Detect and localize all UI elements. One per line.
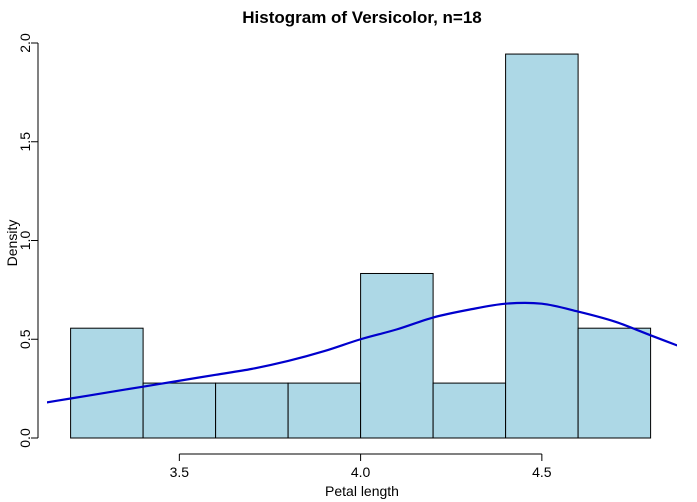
density-curve [47,301,677,404]
y-tick-label-2: 0.5 [17,329,33,349]
histogram-bars [70,53,652,439]
x-tick-label-3: 4.5 [532,464,552,480]
histogram-bar-4 [287,382,362,439]
histogram-bar-5 [360,272,434,439]
histogram-bar-8 [577,327,652,439]
x-axis: 3.5 4.0 4.5 [170,453,552,480]
y-axis-label: Density [4,220,20,267]
histogram-bar-6 [432,382,507,439]
y-tick-label-1: 0.0 [17,428,33,448]
y-tick-label-5: 2.0 [17,33,33,53]
chart-title: Histogram of Versicolor, n=18 [242,8,482,27]
x-tick-label-2: 4.0 [351,464,371,480]
x-tick-label-1: 3.5 [170,464,190,480]
histogram-bar-2 [142,382,217,439]
y-tick-label-3: 1.0 [17,231,33,251]
x-axis-label: Petal length [325,483,399,499]
y-axis: 0.0 0.5 1.0 1.5 2.0 [17,33,39,448]
histogram-bar-7 [505,53,579,439]
histogram-bar-1 [70,327,144,439]
histogram-bar-3 [215,382,289,439]
y-tick-label-4: 1.5 [17,132,33,152]
